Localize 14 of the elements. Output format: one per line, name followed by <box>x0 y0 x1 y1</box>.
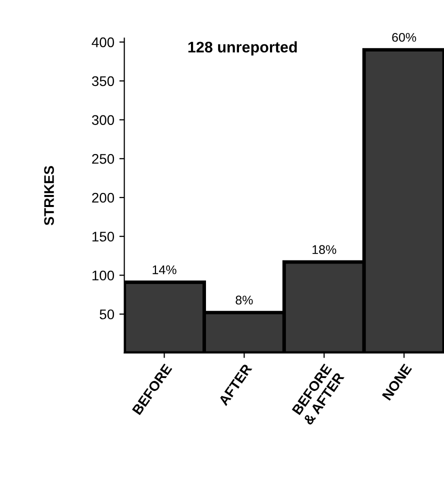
y-tick-label: 400 <box>92 37 114 48</box>
y-tick-label: 100 <box>92 270 114 280</box>
y-axis-title: STRIKES <box>44 166 54 226</box>
y-tick-label: 250 <box>92 154 114 164</box>
annotation: 8% <box>236 296 253 305</box>
y-tick-label: 150 <box>92 232 114 242</box>
y-tick-label: 300 <box>92 115 114 125</box>
y-tick-label: 200 <box>92 192 114 203</box>
y-tick-label: 50 <box>100 309 114 320</box>
annotation: 128 unreported <box>188 41 297 56</box>
y-tick-label: 350 <box>92 76 114 86</box>
annotation: 18% <box>312 245 336 254</box>
annotation: 14% <box>152 265 176 274</box>
annotation: 60% <box>392 32 416 42</box>
